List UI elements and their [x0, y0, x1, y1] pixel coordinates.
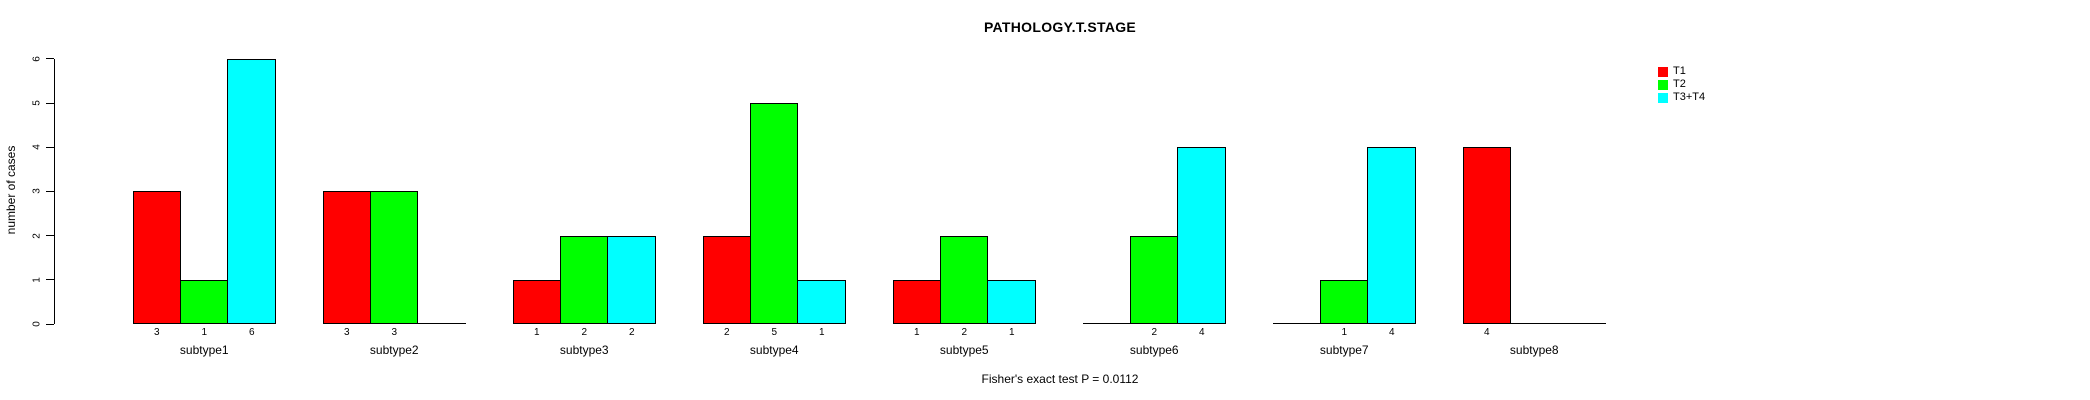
- bar-subtype4-T2: [749, 103, 798, 324]
- bar-value-label: 1: [913, 327, 920, 338]
- y-tick-label: 1: [31, 277, 43, 283]
- legend-label: T3+T4: [1673, 91, 1706, 103]
- bar-subtype4-T3+T4: [797, 279, 846, 324]
- y-tick-label: 0: [31, 321, 43, 327]
- bar-subtype1-T3+T4: [227, 58, 276, 324]
- category-label-subtype5: subtype5: [939, 343, 989, 357]
- bar-value-label: 5: [771, 327, 778, 338]
- bar-value-label: 4: [1198, 327, 1205, 338]
- bar-subtype4-T1: [703, 235, 751, 324]
- bar-value-label: 1: [533, 327, 540, 338]
- bar-value-label: 1: [818, 327, 825, 338]
- legend-label: T1: [1673, 65, 1686, 77]
- bar-subtype5-T2: [939, 235, 988, 324]
- y-tick-label: 4: [31, 144, 43, 151]
- legend-item-T3+T4: T3+T4: [1658, 92, 1705, 103]
- legend-swatch-icon: [1658, 66, 1668, 77]
- bar-subtype3-T1: [513, 279, 561, 324]
- y-tick-mark: [46, 323, 54, 325]
- zero-bar-subtype8-T3+T4: [1557, 323, 1606, 324]
- legend-label: T2: [1673, 78, 1686, 90]
- y-tick-mark: [46, 58, 54, 60]
- y-axis-line: [54, 59, 55, 324]
- stat-annotation: Fisher's exact test P = 0.0112: [981, 372, 1139, 386]
- y-tick-label: 5: [31, 100, 43, 106]
- bar-value-label: 3: [391, 327, 398, 338]
- category-label-subtype7: subtype7: [1319, 343, 1369, 357]
- y-tick-mark: [46, 146, 54, 148]
- category-label-subtype1: subtype1: [179, 343, 229, 357]
- bar-value-label: 6: [248, 327, 255, 338]
- legend-item-T1: T1: [1658, 66, 1686, 77]
- chart-title: PATHOLOGY.T.STAGE: [983, 19, 1137, 35]
- legend-swatch-icon: [1658, 79, 1668, 90]
- bar-subtype2-T1: [323, 191, 371, 324]
- y-tick-mark: [46, 235, 54, 237]
- y-tick-label: 2: [31, 232, 43, 239]
- legend-item-T2: T2: [1658, 79, 1686, 90]
- y-tick-label: 3: [31, 188, 43, 195]
- bar-subtype3-T3+T4: [607, 235, 656, 324]
- bar-value-label: 2: [581, 327, 588, 338]
- bar-value-label: 3: [153, 327, 160, 338]
- bar-value-label: 2: [961, 327, 968, 338]
- category-label-subtype6: subtype6: [1129, 343, 1179, 357]
- bar-subtype8-T1: [1463, 147, 1511, 324]
- bar-subtype7-T2: [1319, 279, 1368, 324]
- bar-value-label: 2: [1151, 327, 1158, 338]
- bar-value-label: 1: [1008, 327, 1015, 338]
- category-label-subtype3: subtype3: [559, 343, 609, 357]
- bar-subtype6-T3+T4: [1177, 147, 1226, 324]
- y-tick-mark: [46, 190, 54, 192]
- bar-value-label: 1: [201, 327, 208, 338]
- bar-subtype1-T2: [179, 279, 228, 324]
- bar-subtype2-T2: [369, 191, 418, 324]
- category-label-subtype8: subtype8: [1509, 343, 1559, 357]
- bar-subtype7-T3+T4: [1367, 147, 1416, 324]
- y-tick-mark: [46, 279, 54, 281]
- zero-bar-subtype8-T2: [1509, 323, 1558, 324]
- bar-value-label: 4: [1388, 327, 1395, 338]
- bar-subtype1-T1: [133, 191, 181, 324]
- legend-swatch-icon: [1658, 92, 1668, 103]
- bar-subtype3-T2: [559, 235, 608, 324]
- y-tick-mark: [46, 102, 54, 104]
- bar-subtype6-T2: [1129, 235, 1178, 324]
- zero-bar-subtype7-T1: [1273, 323, 1321, 324]
- bar-value-label: 3: [343, 327, 350, 338]
- bar-subtype5-T3+T4: [987, 279, 1036, 324]
- category-label-subtype2: subtype2: [369, 343, 419, 357]
- bar-value-label: 1: [1341, 327, 1348, 338]
- category-label-subtype4: subtype4: [749, 343, 799, 357]
- bar-value-label: 2: [628, 327, 635, 338]
- bar-value-label: 2: [723, 327, 730, 338]
- bar-value-label: 4: [1483, 327, 1490, 338]
- y-tick-label: 6: [31, 56, 43, 62]
- zero-bar-subtype2-T3+T4: [417, 323, 466, 324]
- zero-bar-subtype6-T1: [1083, 323, 1131, 324]
- bar-subtype5-T1: [893, 279, 941, 324]
